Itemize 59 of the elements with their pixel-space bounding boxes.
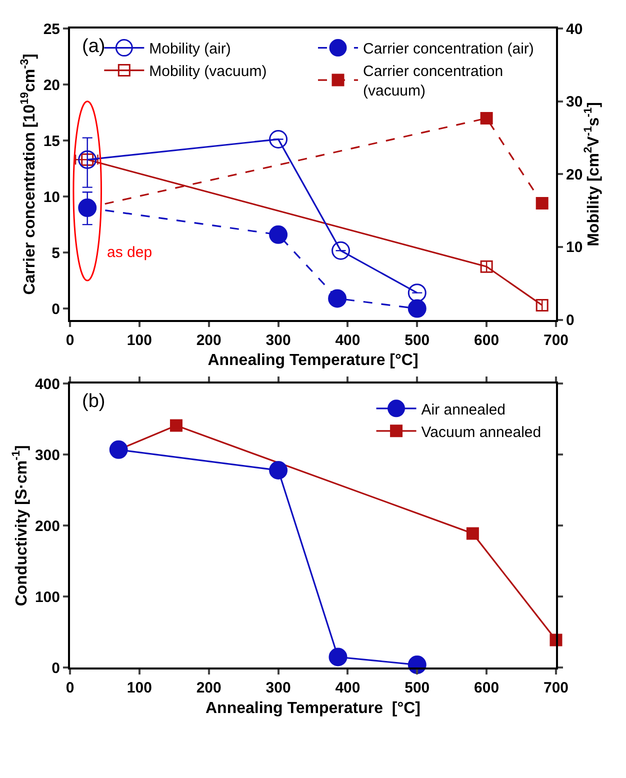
x-axis-title: Annealing Temperature [°C] (208, 352, 418, 369)
point (109, 440, 128, 459)
point (536, 298, 548, 312)
y2-tick-label: 10 (566, 239, 583, 256)
point (536, 197, 548, 210)
x-tick-label: 300 (266, 680, 291, 697)
x-tick-label: 300 (266, 332, 291, 349)
point (170, 419, 182, 432)
annotation: as dep (107, 244, 152, 261)
point (466, 527, 479, 540)
point (480, 260, 493, 273)
y-tick-label: 100 (34, 588, 60, 606)
x-tick-label: 500 (404, 680, 430, 697)
x-tick-label: 100 (126, 680, 152, 697)
legend-label: Air annealed (421, 401, 506, 418)
x-tick-label: 600 (474, 680, 500, 697)
point (269, 461, 288, 480)
point (78, 150, 97, 169)
x-tick-label: 0 (66, 680, 74, 697)
x-tick-label: 700 (543, 332, 569, 349)
x-tick-label: 400 (335, 680, 360, 697)
y-tick-label: 0 (52, 660, 60, 677)
legend-label: Mobility (air) (149, 40, 231, 58)
legend-label: Carrier concentration (vacuum) (363, 63, 504, 100)
point (269, 225, 288, 244)
point (328, 648, 348, 666)
point (408, 284, 426, 302)
x-tick-label: 500 (404, 332, 430, 349)
x-tick-label: 200 (196, 680, 222, 697)
point (269, 130, 288, 149)
x-tick-label: 100 (126, 332, 152, 349)
y-tick-label: 200 (34, 518, 60, 535)
y2-tick-label: 20 (566, 166, 583, 184)
y-tick-label: 10 (43, 188, 60, 206)
y2-tick-label: 30 (566, 94, 583, 111)
x-tick-label: 0 (66, 332, 74, 349)
legend-label: Vacuum annealed (421, 424, 542, 441)
x-tick-label: 200 (196, 332, 222, 349)
chart-title: (b) (82, 391, 106, 412)
y2-tick-label: 0 (566, 312, 574, 329)
y-tick-label: 300 (34, 446, 60, 464)
legend-label: Mobility (vacuum) (149, 63, 267, 80)
y-tick-label: 0 (52, 300, 60, 318)
x-tick-label: 400 (335, 332, 360, 349)
point (480, 112, 493, 124)
point (332, 241, 350, 260)
point (328, 289, 347, 308)
chart-title: (a) (82, 36, 106, 57)
x-axis-title: Annealing Temperature [°C] (205, 700, 421, 717)
x-tick-label: 700 (543, 680, 569, 697)
y-tick-label: 20 (43, 76, 60, 94)
legend-label: Carrier concentration (air) (363, 40, 534, 58)
x-tick-label: 600 (474, 332, 500, 349)
y-tick-label: 25 (43, 20, 60, 38)
y-tick-label: 15 (43, 132, 60, 150)
point (408, 299, 426, 318)
y-tick-label: 400 (34, 376, 60, 393)
y2-tick-label: 40 (566, 20, 583, 38)
y-tick-label: 5 (52, 244, 60, 262)
